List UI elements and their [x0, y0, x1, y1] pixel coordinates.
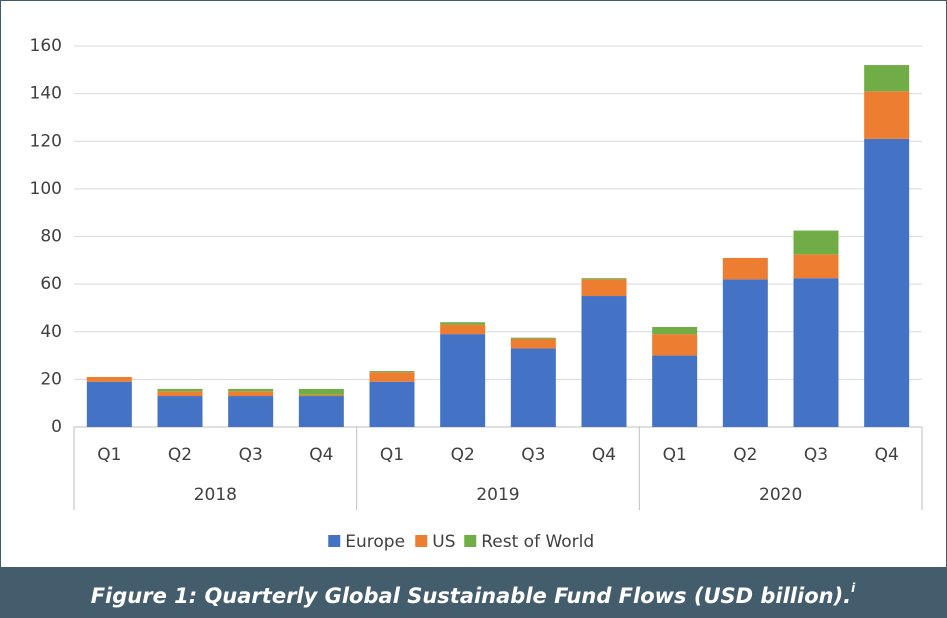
bar-segment: [440, 324, 486, 335]
bar-segment: [652, 326, 698, 335]
x-tick-label: Q3: [521, 445, 545, 465]
bar-segment: [369, 371, 415, 373]
caption-text: Figure 1: Quarterly Global Sustainable F…: [91, 584, 851, 608]
legend-label: Rest of World: [481, 532, 594, 552]
group-label: 2020: [759, 485, 802, 505]
legend-swatch: [464, 535, 477, 547]
x-tick-label: Q3: [239, 445, 263, 465]
x-tick-label: Q4: [875, 445, 899, 465]
bar-segment: [581, 296, 627, 427]
bar-segment: [722, 279, 768, 427]
bar-segment: [793, 230, 839, 255]
bar-segment: [722, 257, 768, 280]
bar-segment: [652, 334, 698, 356]
bar-segment: [652, 355, 698, 427]
y-tick-label: 80: [40, 227, 62, 247]
legend-label: US: [432, 532, 455, 552]
y-tick-label: 0: [51, 417, 62, 437]
bar-segment: [864, 138, 910, 427]
bar-segment: [369, 372, 415, 382]
bar-segment: [228, 388, 274, 392]
bar-segment: [369, 381, 415, 427]
x-tick-label: Q4: [309, 445, 333, 465]
bar-segment: [793, 254, 839, 279]
x-tick-label: Q3: [804, 445, 828, 465]
caption: Figure 1: Quarterly Global Sustainable F…: [91, 581, 856, 609]
y-tick-label: 20: [40, 369, 62, 389]
bar-segment: [793, 278, 839, 427]
bar-segment: [510, 348, 556, 427]
y-tick-label: 100: [30, 179, 62, 199]
legend-swatch: [328, 535, 341, 547]
bar-segment: [228, 391, 274, 397]
bar-segment: [581, 278, 627, 280]
bar-segment: [440, 334, 486, 427]
bar-segment: [581, 279, 627, 297]
bar-segment: [228, 396, 274, 427]
bar-segment: [440, 322, 486, 325]
bar-segment: [86, 381, 132, 427]
y-tick-label: 60: [40, 274, 62, 294]
y-tick-label: 40: [40, 322, 62, 342]
caption-note: i: [851, 581, 856, 595]
x-tick-label: Q2: [168, 445, 192, 465]
bar-segment: [86, 376, 132, 382]
legend-label: Europe: [345, 532, 405, 552]
legend-swatch: [415, 535, 428, 547]
bar-segment: [298, 388, 344, 395]
x-tick-label: Q1: [380, 445, 404, 465]
group-label: 2018: [194, 485, 237, 505]
bar-segment: [298, 394, 344, 397]
x-tick-label: Q1: [97, 445, 121, 465]
bar-segment: [864, 65, 910, 92]
x-tick-label: Q2: [733, 445, 757, 465]
bar-segment: [510, 337, 556, 339]
y-tick-label: 140: [30, 84, 62, 104]
y-tick-label: 160: [30, 36, 62, 56]
bar-segment: [157, 396, 203, 427]
bar-segment: [864, 91, 910, 139]
bar-segment: [157, 388, 203, 392]
caption-bar: [0, 567, 947, 618]
x-tick-label: Q4: [592, 445, 616, 465]
y-tick-label: 120: [30, 131, 62, 151]
x-tick-label: Q1: [663, 445, 687, 465]
bar-segment: [298, 396, 344, 427]
bar-segment: [157, 391, 203, 397]
bar-segment: [510, 338, 556, 349]
group-label: 2019: [476, 485, 519, 505]
x-tick-label: Q2: [451, 445, 475, 465]
